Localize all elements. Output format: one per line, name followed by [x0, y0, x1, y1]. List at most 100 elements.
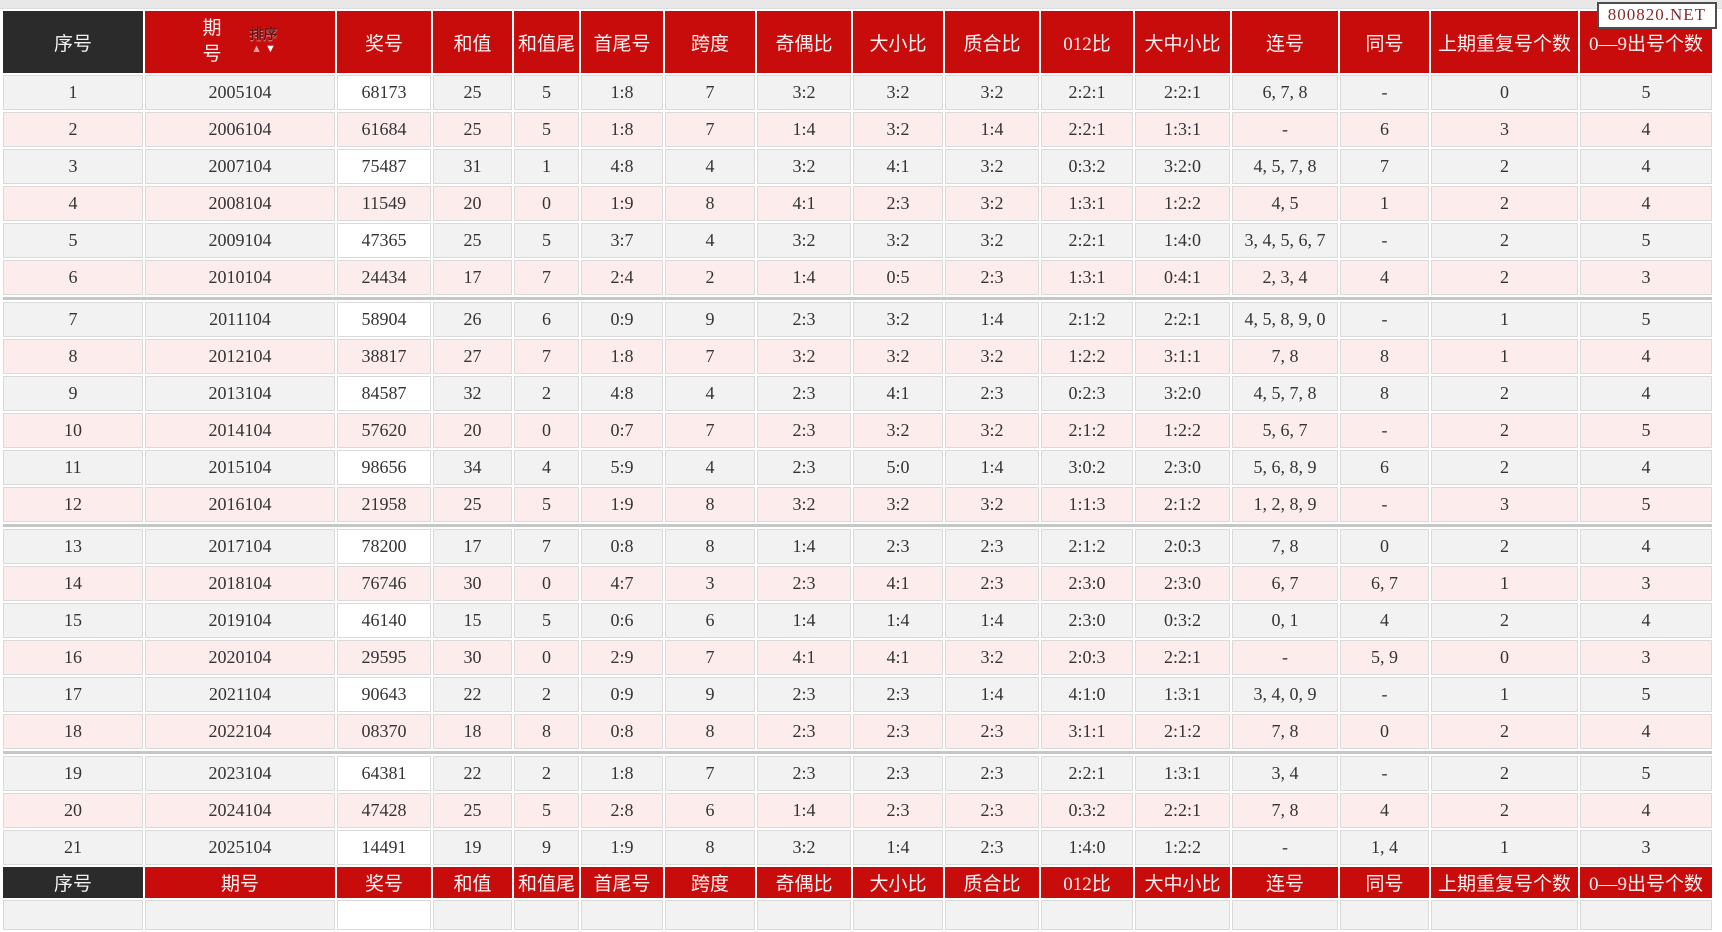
- empty-cell: [145, 900, 335, 930]
- odd-even-cell: 3:2: [757, 149, 851, 184]
- prize-cell: 61684: [337, 112, 431, 147]
- first-last-cell: 0:8: [581, 529, 663, 564]
- col-header-consecutive-footer: 连号: [1232, 867, 1338, 898]
- serial-cell: 16: [3, 640, 143, 675]
- period-cell: 2022104: [145, 714, 335, 749]
- empty-cell: [514, 900, 579, 930]
- sum-cell: 17: [433, 260, 512, 295]
- consecutive-cell: -: [1232, 640, 1338, 675]
- prime-composite-cell: 3:2: [945, 149, 1039, 184]
- first-last-cell: 0:8: [581, 714, 663, 749]
- period-label-char: 期: [202, 18, 222, 40]
- span-cell: 4: [665, 149, 755, 184]
- sum-tail-cell: 2: [514, 376, 579, 411]
- big-small-cell: 2:3: [853, 529, 943, 564]
- repeat-count-cell: 0: [1431, 75, 1578, 110]
- footer-header-row: 序号 期号 奖号 和值 和值尾 首尾号 跨度 奇偶比 大小比 质合比 012比 大中小比 连号 同号 上期重…: [3, 867, 1712, 898]
- big-mid-small-cell: 2:1:2: [1135, 714, 1230, 749]
- span-cell: 7: [665, 339, 755, 374]
- table-row: 4 2008104 11549 20 0 1:9 8 4:1 2:3 3:2 1:3:1 1:2:2 4…: [3, 186, 1712, 221]
- consecutive-cell: -: [1232, 112, 1338, 147]
- sum-tail-cell: 8: [514, 714, 579, 749]
- 012-ratio-cell: 2:1:2: [1041, 413, 1133, 448]
- span-cell: 7: [665, 112, 755, 147]
- repeat-count-cell: 2: [1431, 149, 1578, 184]
- sum-cell: 20: [433, 413, 512, 448]
- 012-ratio-cell: 0:3:2: [1041, 149, 1133, 184]
- site-watermark: 800820.NET: [1596, 2, 1717, 29]
- table-footer-header: 序号 期号 奖号 和值 和值尾 首尾号 跨度 奇偶比 大小比 质合比 012比 大中小比 连号 同号 上期重…: [3, 867, 1712, 898]
- same-number-cell: 6, 7: [1340, 566, 1429, 601]
- prime-composite-cell: 3:2: [945, 487, 1039, 522]
- consecutive-cell: 4, 5, 7, 8: [1232, 149, 1338, 184]
- table-row: 18 2022104 08370 18 8 0:8 8 2:3 2:3 2:3 3:1:1 2:1:2…: [3, 714, 1712, 749]
- same-number-cell: -: [1340, 487, 1429, 522]
- first-last-cell: 4:7: [581, 566, 663, 601]
- big-small-cell: 2:3: [853, 793, 943, 828]
- big-small-cell: 3:2: [853, 75, 943, 110]
- prime-composite-cell: 2:3: [945, 793, 1039, 828]
- digit-count-cell: 4: [1580, 112, 1712, 147]
- sum-tail-cell: 4: [514, 450, 579, 485]
- prize-cell: 68173: [337, 75, 431, 110]
- consecutive-cell: 6, 7, 8: [1232, 75, 1338, 110]
- serial-cell: 10: [3, 413, 143, 448]
- table-row: 1 2005104 68173 25 5 1:8 7 3:2 3:2 3:2 2:2:1 2:2:1 6…: [3, 75, 1712, 110]
- repeat-count-cell: 2: [1431, 714, 1578, 749]
- col-header-prime-composite: 质合比: [945, 11, 1039, 73]
- digit-count-cell: 4: [1580, 603, 1712, 638]
- prize-cell: 64381: [337, 756, 431, 791]
- col-header-same-number-footer: 同号: [1340, 867, 1429, 898]
- 012-ratio-cell: 4:1:0: [1041, 677, 1133, 712]
- same-number-cell: 0: [1340, 714, 1429, 749]
- sum-tail-cell: 5: [514, 793, 579, 828]
- prize-cell: 75487: [337, 149, 431, 184]
- big-small-cell: 2:3: [853, 186, 943, 221]
- repeat-count-cell: 3: [1431, 112, 1578, 147]
- same-number-cell: -: [1340, 223, 1429, 258]
- 012-ratio-cell: 3:0:2: [1041, 450, 1133, 485]
- col-header-span: 跨度: [665, 11, 755, 73]
- sort-control[interactable]: 排序 ▲ ▼: [250, 29, 278, 55]
- prize-cell: 11549: [337, 186, 431, 221]
- table-row: 14 2018104 76746 30 0 4:7 3 2:3 4:1 2:3 2:3:0 2:3:0…: [3, 566, 1712, 601]
- col-header-big-small: 大小比: [853, 11, 943, 73]
- col-header-digit-count-footer: 0—9出号个数: [1580, 867, 1712, 898]
- digit-count-cell: 4: [1580, 793, 1712, 828]
- col-header-sum-footer: 和值: [433, 867, 512, 898]
- table-row: 20 2024104 47428 25 5 2:8 6 1:4 2:3 2:3 0:3:2 2:2:1…: [3, 793, 1712, 828]
- 012-ratio-cell: 2:1:2: [1041, 529, 1133, 564]
- repeat-count-cell: 0: [1431, 640, 1578, 675]
- consecutive-cell: 3, 4, 5, 6, 7: [1232, 223, 1338, 258]
- period-header-content: 期号 排序 ▲ ▼: [145, 16, 335, 67]
- first-last-cell: 1:9: [581, 487, 663, 522]
- 012-ratio-cell: 1:4:0: [1041, 830, 1133, 865]
- prize-cell: 24434: [337, 260, 431, 295]
- big-small-cell: 2:3: [853, 756, 943, 791]
- table-row: 13 2017104 78200 17 7 0:8 8 1:4 2:3 2:3 2:1:2 2:0:3…: [3, 529, 1712, 564]
- first-last-cell: 0:9: [581, 302, 663, 337]
- same-number-cell: 8: [1340, 376, 1429, 411]
- empty-cell: [757, 900, 851, 930]
- repeat-count-cell: 2: [1431, 529, 1578, 564]
- consecutive-cell: 1, 2, 8, 9: [1232, 487, 1338, 522]
- odd-even-cell: 2:3: [757, 714, 851, 749]
- same-number-cell: 4: [1340, 260, 1429, 295]
- col-header-period: 期号 排序 ▲ ▼: [145, 11, 335, 73]
- sort-descending-icon[interactable]: ▼: [265, 43, 276, 55]
- big-mid-small-cell: 1:2:2: [1135, 413, 1230, 448]
- span-cell: 7: [665, 413, 755, 448]
- repeat-count-cell: 2: [1431, 793, 1578, 828]
- big-small-cell: 3:2: [853, 223, 943, 258]
- repeat-count-cell: 2: [1431, 223, 1578, 258]
- sum-cell: 30: [433, 566, 512, 601]
- first-last-cell: 0:9: [581, 677, 663, 712]
- same-number-cell: 5, 9: [1340, 640, 1429, 675]
- first-last-cell: 1:8: [581, 75, 663, 110]
- consecutive-cell: 7, 8: [1232, 793, 1338, 828]
- empty-cell: [665, 900, 755, 930]
- big-mid-small-cell: 2:2:1: [1135, 302, 1230, 337]
- odd-even-cell: 2:3: [757, 566, 851, 601]
- big-mid-small-cell: 2:1:2: [1135, 487, 1230, 522]
- sort-ascending-icon[interactable]: ▲: [251, 43, 262, 55]
